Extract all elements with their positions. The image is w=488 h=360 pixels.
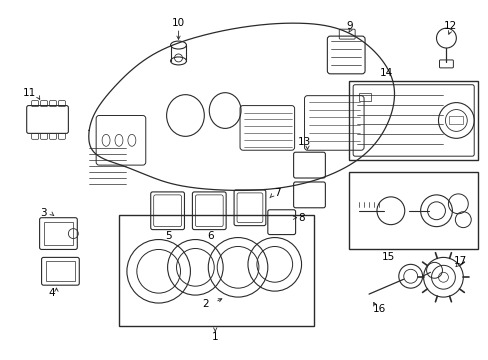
- Text: 4: 4: [48, 288, 55, 298]
- Text: 5: 5: [165, 230, 172, 240]
- Bar: [348, 172, 477, 249]
- Text: 17: 17: [453, 256, 466, 266]
- Text: 1: 1: [211, 332, 218, 342]
- Bar: [43, 222, 73, 246]
- Text: 14: 14: [380, 68, 393, 78]
- Text: 3: 3: [40, 208, 47, 218]
- Text: 12: 12: [443, 21, 456, 31]
- Text: 2: 2: [202, 299, 208, 309]
- Text: 9: 9: [346, 21, 353, 31]
- Text: 6: 6: [206, 230, 213, 240]
- Text: 16: 16: [371, 304, 385, 314]
- Text: 8: 8: [298, 213, 304, 223]
- Text: 15: 15: [382, 252, 395, 262]
- Text: 7: 7: [274, 188, 281, 198]
- Bar: [119, 215, 314, 326]
- Bar: [348, 81, 477, 160]
- Bar: [45, 261, 75, 281]
- Text: 11: 11: [23, 88, 36, 98]
- Text: 13: 13: [297, 137, 310, 147]
- Text: 10: 10: [172, 18, 184, 28]
- Bar: [358, 93, 370, 100]
- Bar: [448, 117, 462, 125]
